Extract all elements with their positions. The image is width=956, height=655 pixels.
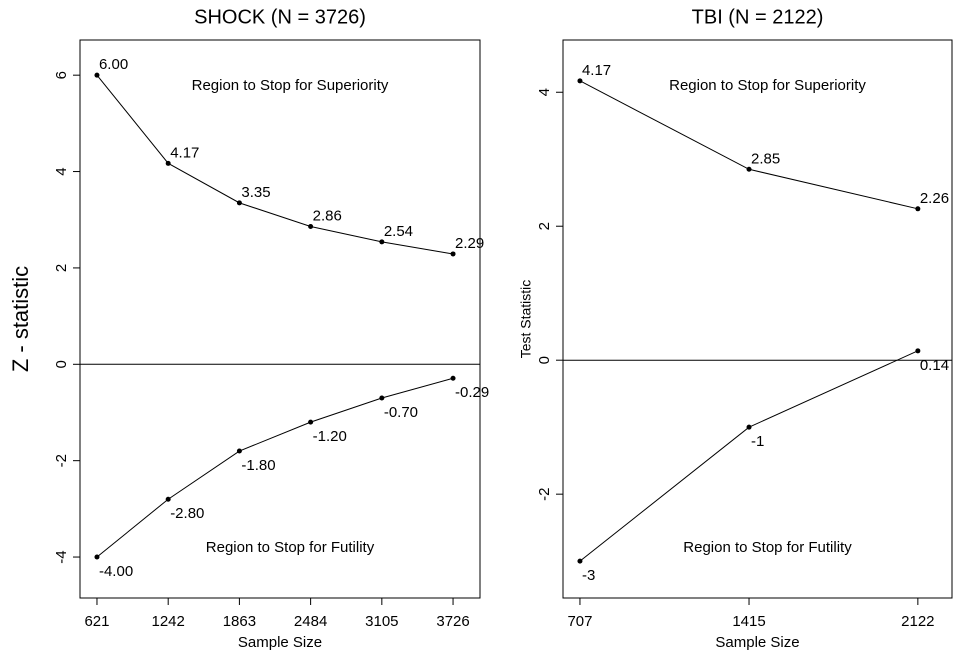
value-label: 4.17 [582, 62, 611, 79]
point [379, 239, 385, 245]
x-axis-label: Sample Size [238, 634, 322, 651]
y-tick-label: 2 [53, 264, 70, 272]
x-axis-label: Sample Size [715, 634, 799, 651]
value-label: -1 [751, 433, 764, 450]
point [165, 160, 171, 166]
x-tick-label: 621 [84, 613, 109, 630]
annotation: Region to Stop for Superiority [192, 77, 389, 94]
point [915, 206, 921, 212]
point [94, 554, 100, 560]
point [577, 78, 583, 84]
point [915, 348, 921, 354]
y-axis-label: Z - statistic [8, 266, 33, 372]
plot-frame [79, 39, 481, 599]
point [450, 375, 456, 381]
y-tick-label: 6 [53, 71, 70, 79]
y-tick-label: -2 [53, 454, 70, 467]
point [308, 419, 314, 425]
series-line [579, 80, 918, 210]
series-line [579, 350, 919, 562]
value-label: 2.29 [455, 235, 484, 252]
value-label: 2.86 [313, 207, 342, 224]
value-label: -0.29 [455, 384, 489, 401]
plot-frame [562, 39, 953, 599]
point [746, 424, 752, 430]
value-label: -1.80 [241, 457, 275, 474]
point [746, 166, 752, 172]
point [94, 72, 100, 78]
point [236, 448, 242, 454]
series-line [96, 74, 454, 255]
y-tick-label: 0 [536, 356, 553, 364]
y-tick-label: 2 [536, 222, 553, 230]
x-tick-label: 1415 [732, 613, 765, 630]
y-tick-label: -4 [53, 550, 70, 563]
y-tick-label: 4 [53, 167, 70, 175]
value-label: 0.14 [920, 357, 949, 374]
value-label: -0.70 [384, 404, 418, 421]
x-tick-label: 3726 [436, 613, 469, 630]
y-tick-label: 4 [536, 88, 553, 96]
annotation: Region to Stop for Futility [683, 539, 852, 556]
annotation: Region to Stop for Futility [206, 539, 375, 556]
point [236, 200, 242, 206]
value-label: 2.54 [384, 223, 413, 240]
x-tick-label: 3105 [365, 613, 398, 630]
x-tick-label: 1863 [223, 613, 256, 630]
value-label: 2.85 [751, 150, 780, 167]
x-tick-label: 707 [567, 613, 592, 630]
value-label: 6.00 [99, 56, 128, 73]
y-tick-label: -2 [536, 487, 553, 500]
value-label: -1.20 [313, 428, 347, 445]
x-tick-label: 1242 [152, 613, 185, 630]
point [450, 251, 456, 257]
point [577, 558, 583, 564]
x-tick-label: 2122 [901, 613, 934, 630]
point [308, 223, 314, 229]
point [379, 395, 385, 401]
annotation: Region to Stop for Superiority [669, 77, 866, 94]
value-label: 3.35 [241, 184, 270, 201]
value-label: 2.26 [920, 190, 949, 207]
value-label: 4.17 [170, 144, 199, 161]
value-label: -2.80 [170, 505, 204, 522]
y-tick-label: 0 [53, 360, 70, 368]
x-tick-label: 2484 [294, 613, 327, 630]
value-label: -3 [582, 567, 595, 584]
value-label: -4.00 [99, 563, 133, 580]
y-axis-label: Test Statistic [518, 280, 534, 359]
chart-title: SHOCK (N = 3726) [194, 6, 366, 28]
series-line [96, 377, 454, 558]
chart-title: TBI (N = 2122) [692, 6, 824, 28]
point [165, 496, 171, 502]
